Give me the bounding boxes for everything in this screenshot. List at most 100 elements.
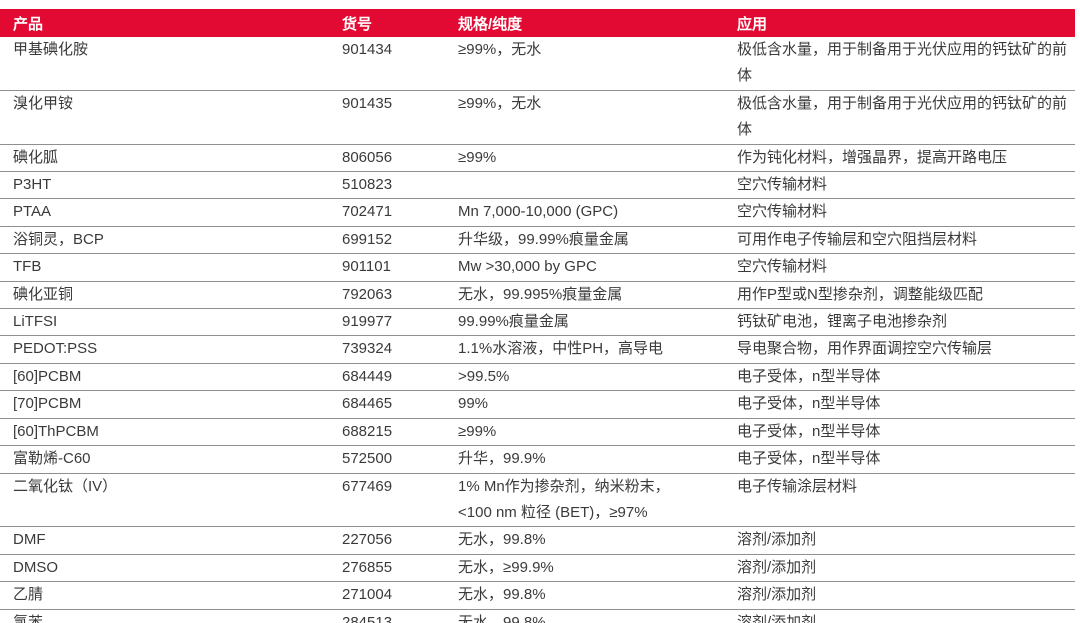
- cell-product: [60]ThPCBM: [0, 418, 342, 447]
- table-row: LiTFSI 919977 99.99%痕量金属 钙钛矿电池，锂离子电池掺杂剂: [0, 308, 1075, 337]
- cell-spec-purity: 无水，99.995%痕量金属: [458, 281, 737, 310]
- table-row: [60]ThPCBM 688215 ≥99% 电子受体，n型半导体: [0, 418, 1075, 447]
- table-body: 甲基碘化胺 901434 ≥99%，无水 极低含水量，用于制备用于光伏应用的钙钛矿的前…: [0, 37, 1075, 623]
- cell-application: 可用作电子传输层和空穴阻挡层材料: [737, 226, 1075, 255]
- cell-catalog: 806056: [342, 144, 458, 173]
- cell-application: 电子受体，n型半导体: [737, 363, 1075, 392]
- table-row: 浴铜灵，BCP 699152 升华级，99.99%痕量金属 可用作电子传输层和空穴阻挡…: [0, 226, 1075, 255]
- cell-application: 极低含水量，用于制备用于光伏应用的钙钛矿的前体: [737, 90, 1075, 145]
- cell-product: P3HT: [0, 171, 342, 200]
- cell-catalog: 276855: [342, 554, 458, 583]
- cell-product: TFB: [0, 253, 342, 282]
- table-row: TFB 901101 Mw >30,000 by GPC 空穴传输材料: [0, 253, 1075, 282]
- cell-catalog: 284513: [342, 609, 458, 623]
- table-row: 二氧化钛（IV） 677469 1% Mn作为掺杂剂，纳米粉末， <100 nm 粒…: [0, 473, 1075, 528]
- table-row: DMF 227056 无水，99.8% 溶剂/添加剂: [0, 526, 1075, 555]
- cell-product: 乙腈: [0, 581, 342, 610]
- cell-spec-purity: ≥99%: [458, 144, 737, 173]
- cell-application: 电子受体，n型半导体: [737, 418, 1075, 447]
- cell-product: 碘化亚铜: [0, 281, 342, 310]
- cell-application: 作为钝化材料，增强晶界，提高开路电压: [737, 144, 1075, 173]
- cell-product: 浴铜灵，BCP: [0, 226, 342, 255]
- cell-catalog: 684449: [342, 363, 458, 392]
- cell-product: PTAA: [0, 198, 342, 227]
- cell-catalog: 688215: [342, 418, 458, 447]
- table-row: 乙腈 271004 无水，99.8% 溶剂/添加剂: [0, 581, 1075, 610]
- table-row: PEDOT:PSS 739324 1.1%水溶液，中性PH，高导电 导电聚合物，用作界…: [0, 335, 1075, 364]
- cell-application: 空穴传输材料: [737, 171, 1075, 200]
- cell-spec-purity: Mw >30,000 by GPC: [458, 253, 737, 282]
- cell-catalog: 919977: [342, 308, 458, 337]
- cell-spec-purity: 99%: [458, 390, 737, 419]
- cell-catalog: 510823: [342, 171, 458, 200]
- table-row: 碘化亚铜 792063 无水，99.995%痕量金属 用作P型或N型掺杂剂，调整能级匹…: [0, 281, 1075, 310]
- table-row: 富勒烯-C60 572500 升华，99.9% 电子受体，n型半导体: [0, 445, 1075, 474]
- cell-catalog: 271004: [342, 581, 458, 610]
- column-header-spec-purity: 规格/纯度: [458, 9, 737, 37]
- cell-spec-purity: 1% Mn作为掺杂剂，纳米粉末， <100 nm 粒径 (BET)，≥97%: [458, 473, 737, 528]
- cell-application: 溶剂/添加剂: [737, 554, 1075, 583]
- cell-catalog: 677469: [342, 473, 458, 528]
- cell-product: [70]PCBM: [0, 390, 342, 419]
- cell-product: 氯苯: [0, 609, 342, 623]
- cell-application: 溶剂/添加剂: [737, 526, 1075, 555]
- cell-application: 溶剂/添加剂: [737, 581, 1075, 610]
- table-row: 氯苯 284513 无水，99.8% 溶剂/添加剂: [0, 609, 1075, 623]
- cell-spec-purity: ≥99%，无水: [458, 37, 737, 91]
- cell-spec-purity: >99.5%: [458, 363, 737, 392]
- table-row: [60]PCBM 684449 >99.5% 电子受体，n型半导体: [0, 363, 1075, 392]
- table-row: 甲基碘化胺 901434 ≥99%，无水 极低含水量，用于制备用于光伏应用的钙钛矿的前…: [0, 37, 1075, 91]
- cell-application: 电子受体，n型半导体: [737, 445, 1075, 474]
- cell-spec-purity: 无水，≥99.9%: [458, 554, 737, 583]
- cell-spec-purity: 无水，99.8%: [458, 581, 737, 610]
- cell-catalog: 699152: [342, 226, 458, 255]
- cell-application: 空穴传输材料: [737, 253, 1075, 282]
- cell-application: 用作P型或N型掺杂剂，调整能级匹配: [737, 281, 1075, 310]
- cell-application: 电子传输涂层材料: [737, 473, 1075, 528]
- cell-spec-purity: 无水，99.8%: [458, 609, 737, 623]
- cell-application: 电子受体，n型半导体: [737, 390, 1075, 419]
- cell-product: 溴化甲铵: [0, 90, 342, 145]
- cell-product: PEDOT:PSS: [0, 335, 342, 364]
- products-table: 产品 货号 规格/纯度 应用 甲基碘化胺 901434 ≥99%，无水 极低含水量，用…: [0, 9, 1075, 623]
- cell-product: 甲基碘化胺: [0, 37, 342, 91]
- table-row: 碘化胍 806056 ≥99% 作为钝化材料，增强晶界，提高开路电压: [0, 144, 1075, 173]
- cell-spec-purity: [458, 171, 737, 200]
- cell-spec-purity: Mn 7,000-10,000 (GPC): [458, 198, 737, 227]
- cell-spec-purity: 99.99%痕量金属: [458, 308, 737, 337]
- cell-product: [60]PCBM: [0, 363, 342, 392]
- cell-product: 富勒烯-C60: [0, 445, 342, 474]
- cell-application: 空穴传输材料: [737, 198, 1075, 227]
- cell-spec-purity: 升华，99.9%: [458, 445, 737, 474]
- cell-catalog: 572500: [342, 445, 458, 474]
- table-header: 产品 货号 规格/纯度 应用: [0, 9, 1075, 37]
- table-row: DMSO 276855 无水，≥99.9% 溶剂/添加剂: [0, 554, 1075, 583]
- cell-catalog: 739324: [342, 335, 458, 364]
- cell-product: DMSO: [0, 554, 342, 583]
- table-row: 溴化甲铵 901435 ≥99%，无水 极低含水量，用于制备用于光伏应用的钙钛矿的前体: [0, 90, 1075, 145]
- cell-product: 二氧化钛（IV）: [0, 473, 342, 528]
- cell-application: 钙钛矿电池，锂离子电池掺杂剂: [737, 308, 1075, 337]
- cell-catalog: 684465: [342, 390, 458, 419]
- cell-spec-purity: ≥99%，无水: [458, 90, 737, 145]
- column-header-application: 应用: [737, 9, 1075, 37]
- cell-product: 碘化胍: [0, 144, 342, 173]
- cell-catalog: 901101: [342, 253, 458, 282]
- cell-spec-purity: 无水，99.8%: [458, 526, 737, 555]
- cell-catalog: 792063: [342, 281, 458, 310]
- column-header-catalog: 货号: [342, 9, 458, 37]
- cell-application: 极低含水量，用于制备用于光伏应用的钙钛矿的前体: [737, 37, 1075, 91]
- cell-product: LiTFSI: [0, 308, 342, 337]
- cell-application: 溶剂/添加剂: [737, 609, 1075, 623]
- cell-product: DMF: [0, 526, 342, 555]
- cell-catalog: 702471: [342, 198, 458, 227]
- cell-catalog: 901435: [342, 90, 458, 145]
- cell-spec-purity: ≥99%: [458, 418, 737, 447]
- cell-catalog: 227056: [342, 526, 458, 555]
- cell-catalog: 901434: [342, 37, 458, 91]
- table-row: PTAA 702471 Mn 7,000-10,000 (GPC) 空穴传输材料: [0, 198, 1075, 227]
- cell-spec-purity: 升华级，99.99%痕量金属: [458, 226, 737, 255]
- header-row: 产品 货号 规格/纯度 应用: [0, 9, 1075, 37]
- table-row: [70]PCBM 684465 99% 电子受体，n型半导体: [0, 390, 1075, 419]
